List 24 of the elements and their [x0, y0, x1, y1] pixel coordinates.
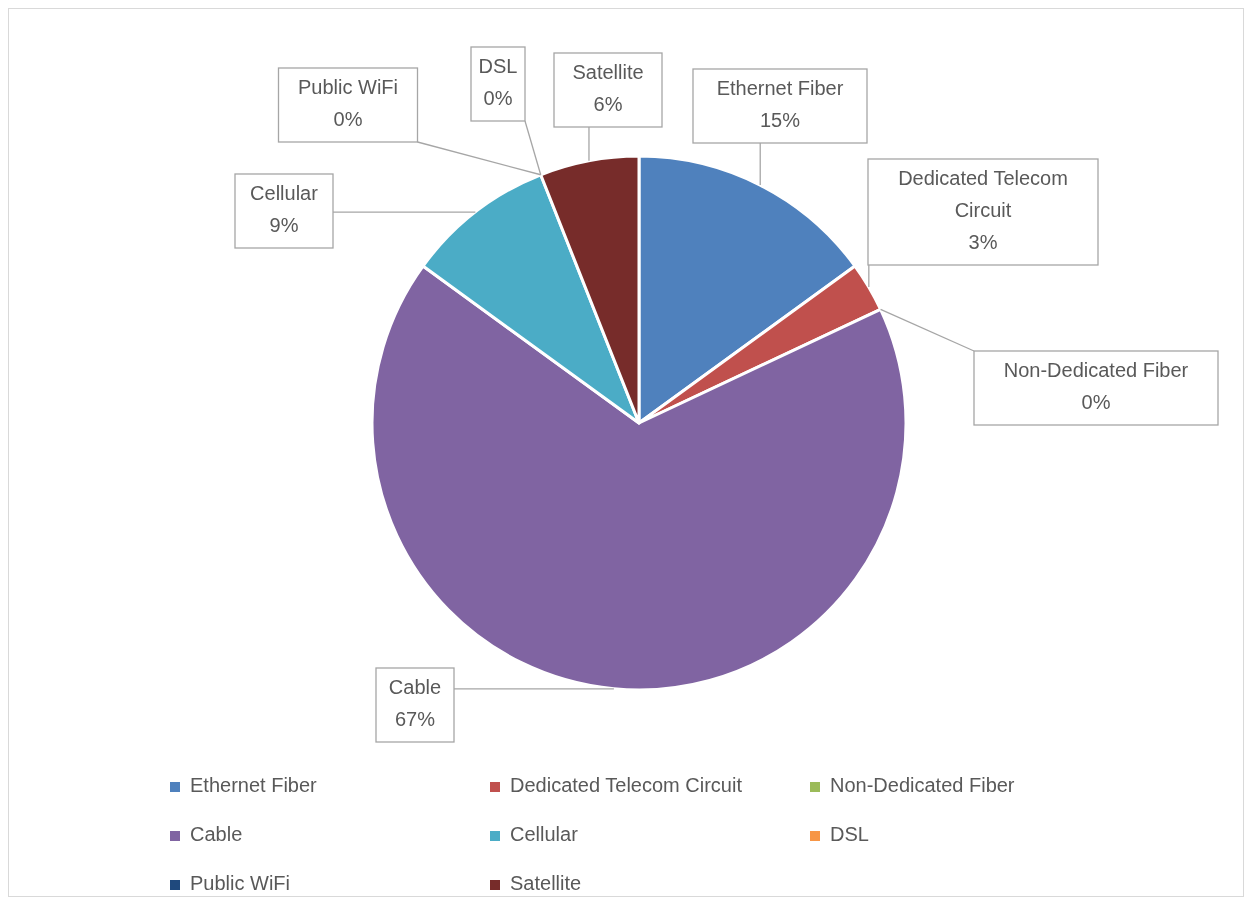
slice-label: Ethernet Fiber	[716, 77, 844, 100]
legend-label: Dedicated Telecom Circuit	[510, 774, 743, 797]
slice-label: Dedicated Telecom Circuit	[898, 167, 1068, 222]
category-label: Public WiFi	[297, 76, 399, 99]
legend-label: Satellite	[510, 872, 582, 895]
legend-label: Ethernet Fiber	[190, 774, 318, 797]
category-label: DSL	[478, 55, 518, 78]
legend-label: Cellular	[510, 823, 579, 846]
text: 0%	[1081, 391, 1111, 414]
data-label: 3%	[968, 231, 998, 254]
slice-label: Cable	[388, 676, 442, 699]
legend-label: DSL	[830, 823, 869, 846]
legend-label: Cable	[190, 823, 243, 846]
data-label: 67%	[394, 708, 436, 731]
legend-label: Public WiFi	[190, 872, 291, 895]
legend-label: Non-Dedicated Fiber	[830, 774, 1015, 797]
data-label: 9%	[269, 214, 299, 237]
text: 0%	[333, 108, 363, 131]
slice-label: Satellite	[572, 61, 644, 84]
data-label: 15%	[759, 109, 801, 132]
text: 0%	[483, 87, 513, 110]
slice-label: Cellular	[250, 182, 319, 205]
data-label: 6%	[593, 93, 623, 116]
category-label: Non-Dedicated Fiber	[1003, 359, 1189, 382]
